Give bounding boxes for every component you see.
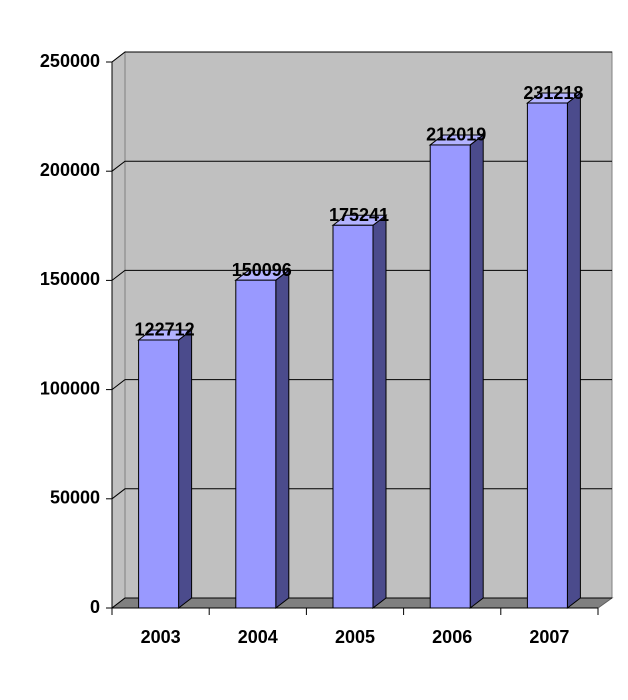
y-tick-label: 100000	[40, 378, 100, 398]
y-tick-label: 50000	[50, 488, 100, 508]
y-tick-label: 200000	[40, 160, 100, 180]
x-tick-label: 2005	[335, 627, 375, 647]
bar-side	[178, 328, 193, 610]
y-tick-label: 0	[90, 597, 100, 617]
value-label: 122712	[135, 320, 195, 340]
bar	[332, 224, 374, 609]
value-label: 231218	[523, 83, 583, 103]
side-wall	[111, 50, 126, 610]
grid-line	[111, 51, 612, 63]
bar	[429, 144, 471, 609]
value-label: 212019	[426, 125, 486, 145]
y-tick-label: 250000	[40, 51, 100, 71]
bar	[526, 102, 568, 609]
bar-side	[469, 133, 484, 610]
x-tick-label: 2007	[529, 627, 569, 647]
bar-side	[275, 269, 290, 610]
value-label: 150096	[232, 260, 292, 280]
x-tick-label: 2006	[432, 627, 472, 647]
y-tick-label: 150000	[40, 269, 100, 289]
x-tick-label: 2004	[238, 627, 278, 647]
x-tick-label: 2003	[141, 627, 181, 647]
bar	[235, 279, 277, 609]
bar-side	[566, 92, 581, 610]
bar	[138, 339, 180, 609]
bar-side	[372, 214, 387, 610]
value-label: 175241	[329, 205, 389, 225]
